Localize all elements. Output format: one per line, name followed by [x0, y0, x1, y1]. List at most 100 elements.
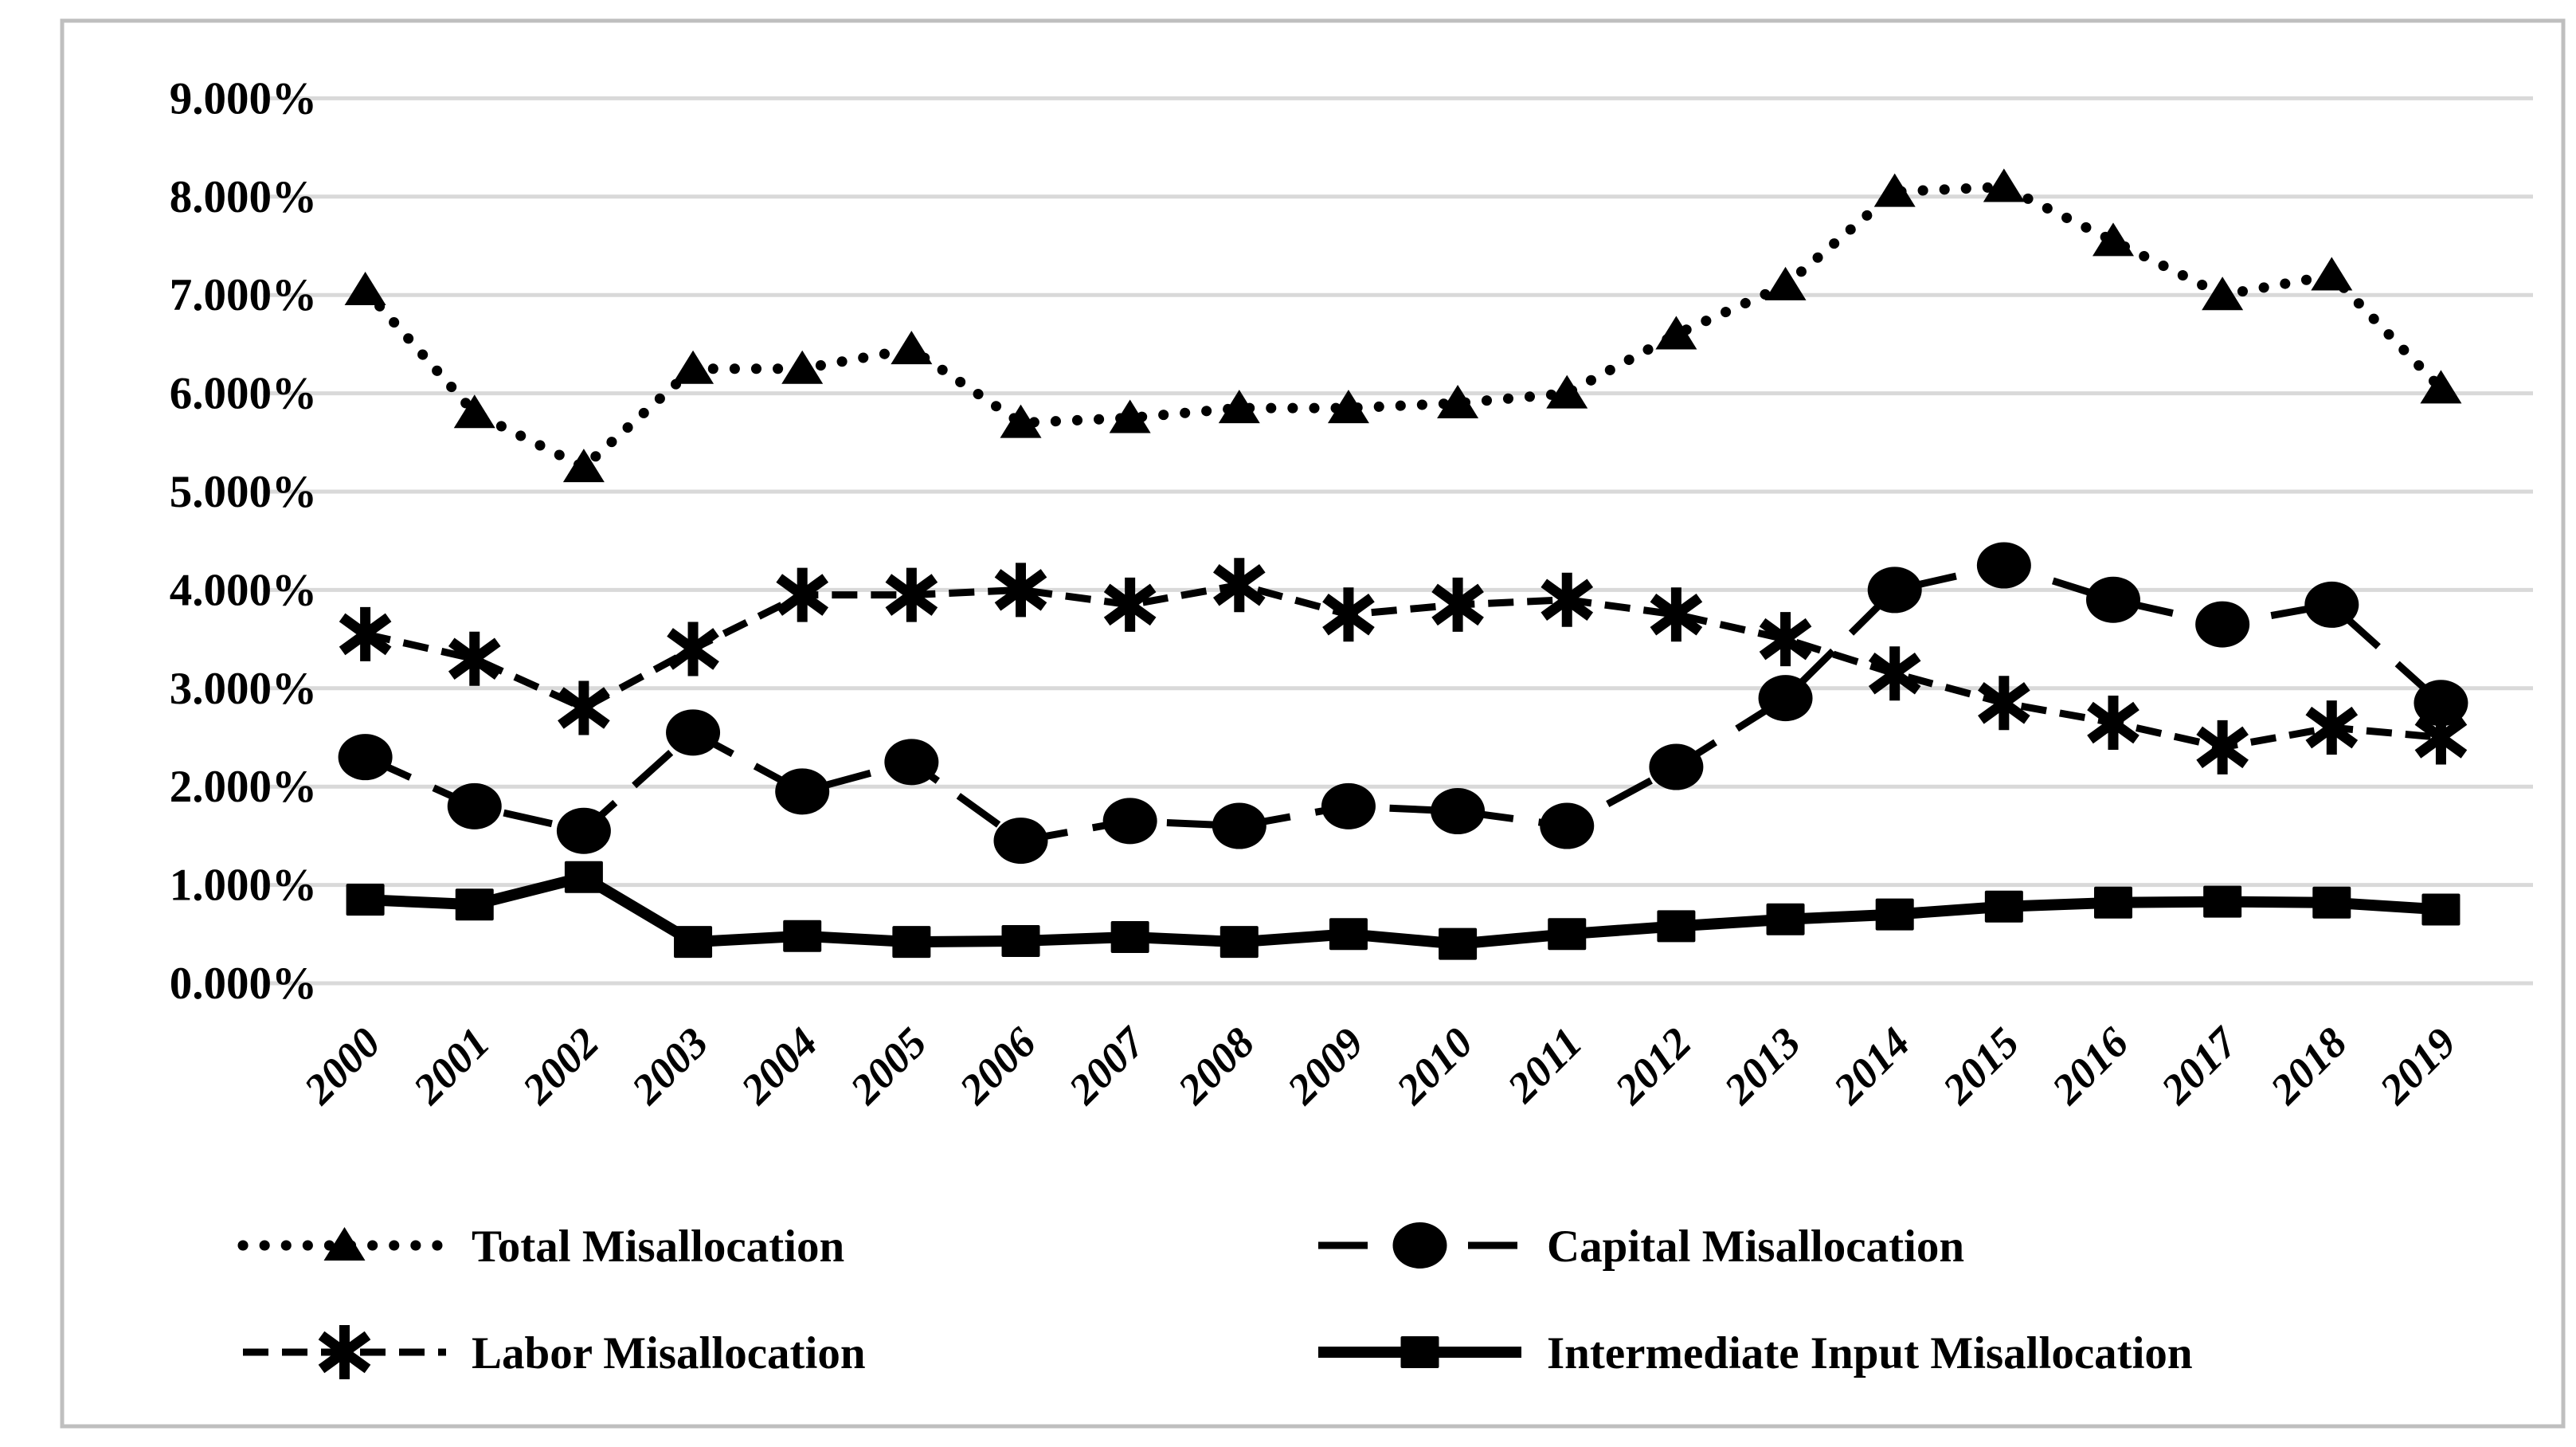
asterisk-marker [2305, 700, 2359, 755]
circle-marker [338, 734, 393, 781]
square-marker [1329, 918, 1368, 951]
circle-marker [556, 807, 611, 854]
series-intermediate-input-misallocation [346, 861, 2461, 960]
circle-marker [1102, 798, 1157, 845]
asterisk-marker [1103, 577, 1157, 632]
legend-label: Intermediate Input Misallocation [1547, 1328, 2193, 1378]
triangle-marker [1655, 316, 1697, 350]
circle-marker [2086, 576, 2140, 623]
legend-item: Total Misallocation [237, 1222, 844, 1272]
circle-marker [2195, 601, 2250, 648]
asterisk-marker [318, 1325, 371, 1379]
asterisk-marker [1541, 572, 1594, 627]
y-tick-label: 4.000% [170, 565, 317, 615]
triangle-marker [2311, 257, 2353, 291]
asterisk-marker [1650, 587, 1703, 642]
circle-marker [1976, 542, 2031, 589]
triangle-marker [1437, 384, 1479, 418]
triangle-marker [323, 1227, 366, 1261]
series-total-misallocation [344, 168, 2462, 483]
square-marker [1548, 918, 1587, 951]
asterisk-marker [1431, 577, 1484, 632]
triangle-marker [1109, 399, 1151, 433]
asterisk-marker [1759, 612, 1812, 667]
triangle-marker [1983, 168, 2025, 202]
triangle-marker [2202, 276, 2244, 311]
asterisk-marker [994, 563, 1047, 618]
square-marker [564, 861, 603, 893]
asterisk-marker [776, 567, 829, 622]
legend-item: Labor Misallocation [243, 1325, 866, 1379]
circle-marker [2414, 680, 2468, 727]
circle-marker [1758, 675, 1813, 722]
triangle-marker [1327, 390, 1369, 424]
asterisk-marker [2196, 720, 2249, 774]
series-line [360, 181, 2446, 473]
asterisk-marker [2414, 710, 2468, 765]
y-axis: 0.000% 1.000% 2.000% 3.000% 4.000% 5.000% 6.00… [170, 73, 317, 1009]
square-marker [1439, 927, 1478, 960]
square-marker [1766, 903, 1805, 935]
triangle-marker [1218, 390, 1260, 424]
circle-marker [884, 739, 939, 786]
circle-marker [1649, 743, 1704, 790]
circle-marker [2304, 581, 2359, 628]
series-capital-misallocation [338, 542, 2468, 865]
square-marker [1984, 890, 2023, 923]
legend-item: Intermediate Input Misallocation [1318, 1328, 2193, 1378]
chart-area-border [60, 18, 2566, 1429]
square-marker [1001, 924, 1040, 957]
y-tick-label: 5.000% [170, 467, 317, 517]
y-tick-label: 0.000% [170, 959, 317, 1009]
y-tick-label: 8.000% [170, 172, 317, 222]
circle-marker [447, 782, 502, 829]
triangle-marker [1873, 173, 1916, 207]
triangle-marker [1546, 374, 1588, 409]
asterisk-marker [667, 622, 719, 676]
triangle-marker [672, 350, 714, 384]
circle-marker [993, 818, 1048, 865]
square-marker [1219, 926, 1259, 959]
asterisk-marker [1978, 676, 2030, 731]
series-layer [338, 168, 2468, 960]
y-tick-label: 9.000% [170, 73, 317, 124]
circle-marker [1431, 788, 1486, 835]
square-marker [1875, 898, 1914, 931]
circle-marker [1212, 802, 1266, 849]
series-labor-misallocation [339, 558, 2468, 774]
triangle-marker [1000, 404, 1042, 438]
y-tick-label: 6.000% [170, 369, 317, 419]
triangle-marker [2420, 370, 2462, 404]
square-marker [1110, 921, 1149, 954]
legend: Total Misallocation Capital Misallocation… [237, 1222, 2193, 1379]
square-marker [455, 888, 494, 921]
asterisk-marker [1212, 558, 1266, 613]
circle-marker [1867, 567, 1922, 614]
legend-label: Capital Misallocation [1547, 1222, 1964, 1272]
gridlines-layer [263, 96, 2533, 986]
triangle-marker [344, 272, 386, 306]
asterisk-marker [885, 567, 938, 622]
triangle-marker [453, 394, 495, 429]
y-tick-label: 1.000% [170, 861, 317, 911]
circle-marker [1321, 782, 1376, 829]
square-marker [2094, 886, 2132, 919]
circle-marker [666, 709, 721, 756]
triangle-marker [1764, 266, 1807, 300]
triangle-marker [2093, 222, 2134, 257]
square-marker [346, 884, 385, 916]
square-marker [783, 920, 822, 952]
circle-marker [1392, 1222, 1447, 1269]
square-marker [674, 926, 713, 959]
asterisk-marker [2087, 695, 2139, 750]
y-tick-label: 2.000% [170, 762, 317, 812]
triangle-marker [891, 331, 933, 365]
asterisk-marker [558, 680, 610, 735]
asterisk-marker [339, 606, 392, 661]
square-marker [1657, 910, 1696, 943]
square-marker [2421, 893, 2461, 926]
asterisk-marker [1868, 646, 1921, 701]
square-marker [2203, 885, 2242, 918]
